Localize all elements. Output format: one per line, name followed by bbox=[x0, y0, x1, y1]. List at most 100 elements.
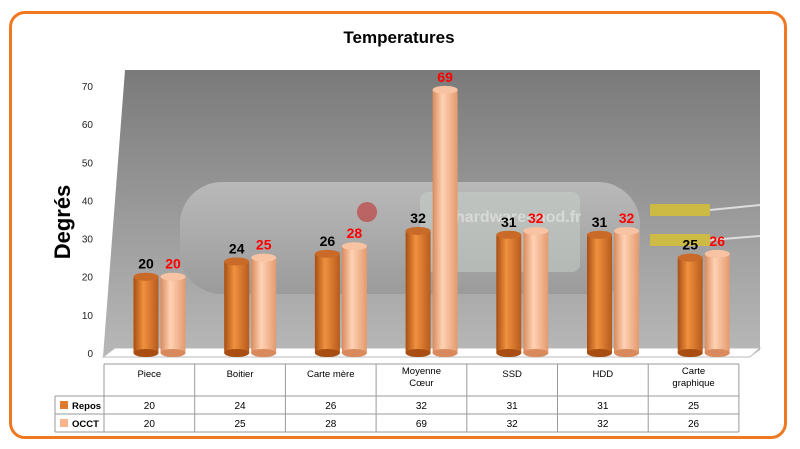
watermark-text: hardware-mod.fr bbox=[455, 209, 581, 226]
bar-repos bbox=[224, 257, 250, 357]
bar-body bbox=[523, 230, 549, 353]
bar-body bbox=[704, 253, 730, 353]
bar-occt bbox=[704, 249, 730, 357]
bar-base bbox=[523, 349, 549, 357]
data-label: 31 bbox=[592, 214, 608, 230]
bar-repos bbox=[314, 249, 340, 357]
data-label: 32 bbox=[410, 210, 426, 226]
bar-repos bbox=[405, 226, 431, 357]
bar-occt bbox=[251, 253, 277, 357]
bar-body bbox=[677, 257, 703, 353]
table-cell: 32 bbox=[507, 419, 519, 430]
table-cell: 26 bbox=[688, 419, 700, 430]
category-label: graphique bbox=[672, 378, 714, 389]
bar-top bbox=[341, 242, 367, 251]
bar-body bbox=[341, 246, 367, 353]
table-cell: 26 bbox=[325, 401, 337, 412]
y-tick-label: 40 bbox=[82, 196, 94, 207]
table-cell: 25 bbox=[688, 401, 700, 412]
data-labels: 20 20 24 25 26 28 32 69 31 32 31 32 25 26 bbox=[138, 69, 725, 272]
bar-base bbox=[677, 349, 703, 357]
table-cell: 32 bbox=[416, 401, 428, 412]
data-label: 20 bbox=[138, 256, 154, 272]
data-label: 31 bbox=[501, 214, 517, 230]
legend-label: Repos bbox=[72, 401, 101, 412]
bar-base bbox=[341, 349, 367, 357]
bar-base bbox=[704, 349, 730, 357]
bar-top bbox=[496, 230, 522, 239]
bar-repos bbox=[133, 272, 159, 357]
bar-occt bbox=[614, 226, 639, 357]
bar-top bbox=[704, 249, 730, 258]
bar-occt bbox=[341, 242, 367, 357]
bar-occt bbox=[523, 226, 549, 357]
legend-swatch bbox=[60, 401, 68, 409]
bar-top bbox=[677, 253, 703, 262]
data-label: 24 bbox=[229, 240, 245, 256]
bar-repos bbox=[496, 230, 522, 357]
bar-top bbox=[224, 257, 250, 266]
bar-body bbox=[432, 89, 458, 354]
bar-top bbox=[523, 226, 549, 235]
bar-base bbox=[224, 349, 250, 357]
bar-base bbox=[405, 349, 431, 357]
bar-top bbox=[614, 226, 639, 235]
bar-top bbox=[160, 272, 186, 281]
y-tick-label: 30 bbox=[82, 235, 94, 246]
bar-base bbox=[314, 349, 340, 357]
y-tick-label: 20 bbox=[82, 273, 94, 284]
category-label: Piece bbox=[137, 369, 161, 380]
bar-top bbox=[133, 272, 159, 281]
bar-body bbox=[405, 230, 431, 353]
plot-background: hardware-mod.fr bbox=[103, 70, 761, 357]
y-axis-label: Degrés bbox=[50, 185, 75, 260]
table-cell: 25 bbox=[234, 419, 246, 430]
bar-base bbox=[614, 349, 639, 357]
bar-body bbox=[587, 234, 612, 353]
table-cell: 69 bbox=[416, 419, 428, 430]
table-cell: 20 bbox=[144, 401, 156, 412]
y-tick-label: 60 bbox=[82, 120, 94, 131]
plot-floor bbox=[101, 347, 762, 358]
bar-base bbox=[251, 349, 277, 357]
table-cell: 20 bbox=[144, 419, 156, 430]
bar-body bbox=[224, 261, 250, 353]
bar-body bbox=[614, 230, 639, 353]
legend-label: OCCT bbox=[72, 419, 99, 430]
bar-base bbox=[432, 349, 458, 357]
bar-top bbox=[587, 230, 612, 239]
table-cell: 28 bbox=[325, 419, 337, 430]
bar-base bbox=[133, 349, 159, 357]
data-label: 26 bbox=[709, 233, 725, 249]
category-label: Boitier bbox=[227, 369, 254, 380]
data-label: 25 bbox=[682, 237, 698, 253]
bar-base bbox=[160, 349, 186, 357]
bar-body bbox=[160, 276, 186, 353]
table-cell: 24 bbox=[234, 401, 246, 412]
bar-repos bbox=[587, 230, 612, 357]
bar-occt bbox=[160, 272, 186, 357]
table-cell: 31 bbox=[597, 401, 609, 412]
bar-top bbox=[432, 85, 458, 94]
data-label: 20 bbox=[165, 256, 181, 272]
bar-occt bbox=[432, 85, 458, 357]
bar-top bbox=[251, 253, 277, 262]
bars bbox=[133, 85, 730, 357]
data-label: 26 bbox=[320, 233, 336, 249]
legend-swatch bbox=[60, 419, 68, 427]
bar-body bbox=[133, 276, 159, 353]
y-tick-label: 0 bbox=[87, 349, 93, 360]
category-label: HDD bbox=[593, 369, 614, 380]
bar-top bbox=[405, 226, 431, 235]
bar-body bbox=[496, 234, 522, 353]
data-label: 28 bbox=[347, 225, 363, 241]
chart-title: Temperatures bbox=[343, 28, 454, 47]
data-label: 32 bbox=[619, 210, 635, 226]
category-label: SSD bbox=[502, 369, 522, 380]
y-tick-label: 50 bbox=[82, 158, 94, 169]
table-cell: 32 bbox=[597, 419, 609, 430]
bar-base bbox=[496, 349, 522, 357]
data-label: 25 bbox=[256, 237, 272, 253]
